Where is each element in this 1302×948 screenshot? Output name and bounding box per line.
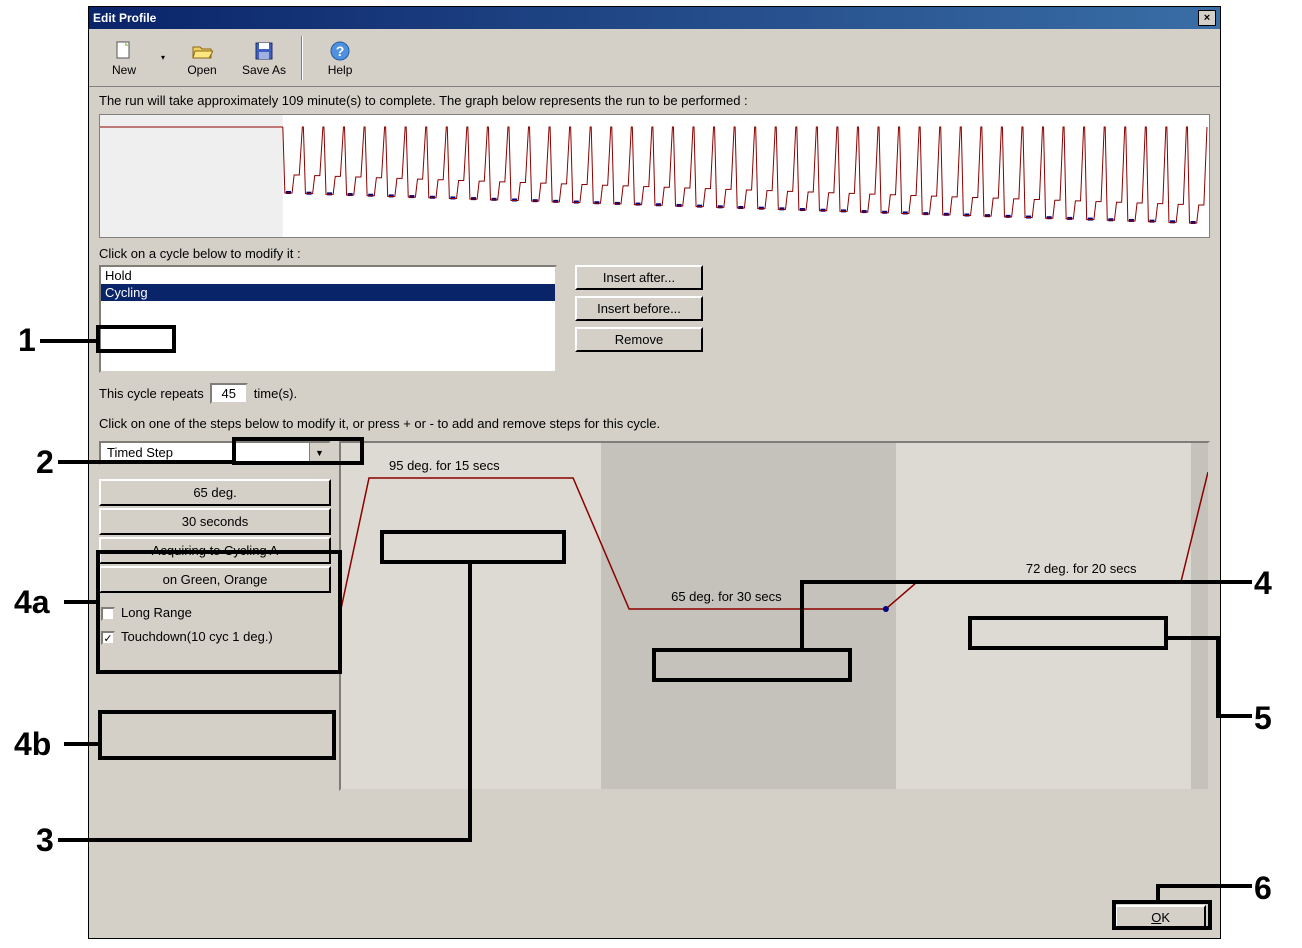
longrange-label: Long Range: [121, 605, 192, 620]
new-label: New: [112, 63, 136, 77]
new-dropdown[interactable]: ▾: [157, 53, 169, 62]
acquire-button[interactable]: Acquiring to Cycling A: [99, 537, 331, 564]
cycle-list-item[interactable]: Cycling: [101, 284, 555, 301]
repeat-suffix: time(s).: [254, 386, 297, 401]
toolbar-separator: [301, 36, 303, 80]
annotation-2: 2: [36, 444, 54, 481]
save-icon: [252, 39, 276, 63]
help-button[interactable]: ? Help: [311, 32, 369, 84]
repeat-row: This cycle repeats 45 time(s).: [99, 373, 1210, 408]
step-temp-label: 95 deg. for 15 secs: [389, 458, 500, 473]
annotation-4: 4: [1254, 565, 1272, 602]
run-graph: [99, 114, 1210, 238]
insert-after-button[interactable]: Insert after...: [575, 265, 703, 290]
run-graph-svg: [100, 115, 1208, 237]
annotation-4a: 4a: [14, 584, 50, 621]
touchdown-label: Touchdown(10 cyc 1 deg.): [121, 629, 273, 644]
step-graph[interactable]: - + 95 deg. for 15 secs65 deg. for 30 se…: [339, 441, 1210, 791]
longrange-checkbox[interactable]: [101, 607, 115, 621]
annotation-5: 5: [1254, 700, 1272, 737]
annotation-4b: 4b: [14, 726, 51, 763]
step-sidebar: Timed Step ▼ 65 deg. 30 seconds Acquirin…: [99, 441, 331, 791]
dialog-title: Edit Profile: [93, 11, 1198, 25]
channels-button[interactable]: on Green, Orange: [99, 566, 331, 593]
repeat-count-input[interactable]: 45: [210, 383, 248, 404]
touchdown-row[interactable]: ✓ Touchdown(10 cyc 1 deg.): [99, 625, 331, 649]
open-icon: [190, 39, 214, 63]
insert-before-button[interactable]: Insert before...: [575, 296, 703, 321]
step-instruction: Click on one of the steps below to modif…: [99, 408, 1210, 435]
toolbar: New ▾ Open Save As ? Help: [89, 29, 1220, 87]
close-icon: ×: [1204, 12, 1210, 24]
saveas-label: Save As: [242, 63, 286, 77]
remove-button[interactable]: Remove: [575, 327, 703, 352]
annotation-1: 1: [18, 322, 36, 359]
help-label: Help: [328, 63, 353, 77]
dialog-body: The run will take approximately 109 minu…: [89, 87, 1220, 795]
run-info-text: The run will take approximately 109 minu…: [99, 91, 1210, 114]
close-button[interactable]: ×: [1198, 10, 1216, 26]
temp-button[interactable]: 65 deg.: [99, 479, 331, 506]
ok-button[interactable]: OK: [1115, 905, 1206, 930]
step-temp-label: 72 deg. for 20 secs: [1026, 561, 1137, 576]
svg-text:?: ?: [336, 43, 345, 59]
combo-value: Timed Step: [101, 443, 309, 463]
combo-dropdown-button[interactable]: ▼: [309, 443, 329, 463]
open-label: Open: [187, 63, 216, 77]
annotation-3: 3: [36, 822, 54, 859]
step-type-combo[interactable]: Timed Step ▼: [99, 441, 331, 465]
cycle-list-item[interactable]: Hold: [101, 267, 555, 284]
help-icon: ?: [328, 39, 352, 63]
titlebar: Edit Profile ×: [89, 7, 1220, 29]
cycle-instruction: Click on a cycle below to modify it :: [99, 238, 1210, 265]
longrange-row[interactable]: Long Range: [99, 601, 331, 625]
step-temp-label: 65 deg. for 30 secs: [671, 589, 782, 604]
annotation-6: 6: [1254, 870, 1272, 907]
cycle-listbox[interactable]: HoldCycling: [99, 265, 557, 373]
saveas-button[interactable]: Save As: [235, 32, 293, 84]
new-button[interactable]: New: [95, 32, 153, 84]
open-button[interactable]: Open: [173, 32, 231, 84]
repeat-prefix: This cycle repeats: [99, 386, 204, 401]
time-button[interactable]: 30 seconds: [99, 508, 331, 535]
new-icon: [112, 39, 136, 63]
edit-profile-dialog: Edit Profile × New ▾ Open Save As: [88, 6, 1221, 939]
touchdown-checkbox[interactable]: ✓: [101, 631, 115, 645]
